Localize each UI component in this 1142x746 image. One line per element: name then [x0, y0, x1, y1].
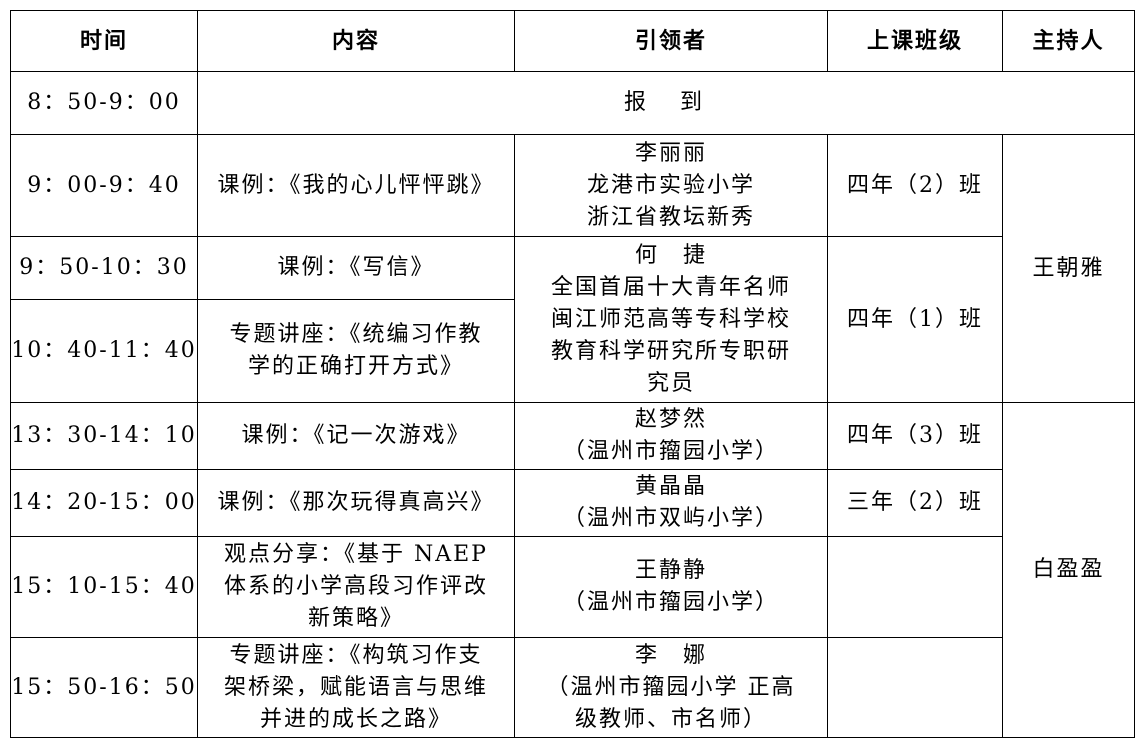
time-cell: 9：00-9：40	[11, 135, 198, 237]
leader-cell: 赵梦然 （温州市籀园小学）	[515, 403, 828, 470]
leader-cell: 黄晶晶 （温州市双屿小学）	[515, 470, 828, 537]
host-cell: 王朝雅	[1003, 135, 1135, 403]
header-host: 主持人	[1003, 11, 1135, 72]
leader-cell: 李丽丽 龙港市实验小学 浙江省教坛新秀	[515, 135, 828, 237]
header-content: 内容	[198, 11, 515, 72]
class-cell	[828, 638, 1003, 738]
content-cell: 专题讲座：《构筑习作支 架桥梁，赋能语言与思维 并进的成长之路》	[198, 638, 515, 738]
schedule-table: 时间 内容 引领者 上课班级 主持人 8：50-9：00 报 到 9：00-9：…	[10, 10, 1135, 738]
leader-cell: 李 娜 （温州市籀园小学 正高 级教师、市名师）	[515, 638, 828, 738]
class-cell	[828, 537, 1003, 638]
class-cell: 四年（2）班	[828, 135, 1003, 237]
time-cell: 13：30-14：10	[11, 403, 198, 470]
time-cell: 8：50-9：00	[11, 72, 198, 135]
content-cell: 专题讲座：《统编习作教 学的正确打开方式》	[198, 300, 515, 403]
class-cell: 四年（3）班	[828, 403, 1003, 470]
content-cell: 课例：《记一次游戏》	[198, 403, 515, 470]
time-cell: 10：40-11：40	[11, 300, 198, 403]
leader-cell: 何 捷 全国首届十大青年名师 闽江师范高等专科学校 教育科学研究所专职研 究员	[515, 237, 828, 403]
content-cell: 课例：《写信》	[198, 237, 515, 300]
content-cell: 课例：《我的心儿怦怦跳》	[198, 135, 515, 237]
header-time: 时间	[11, 11, 198, 72]
time-cell: 14：20-15：00	[11, 470, 198, 537]
class-cell: 三年（2）班	[828, 470, 1003, 537]
time-cell: 9：50-10：30	[11, 237, 198, 300]
time-cell: 15：10-15：40	[11, 537, 198, 638]
class-cell: 四年（1）班	[828, 237, 1003, 403]
content-cell: 课例：《那次玩得真高兴》	[198, 470, 515, 537]
leader-cell: 王静静 （温州市籀园小学）	[515, 537, 828, 638]
time-cell: 15：50-16：50	[11, 638, 198, 738]
registration-cell: 报 到	[198, 72, 1135, 135]
host-cell: 白盈盈	[1003, 403, 1135, 738]
header-leader: 引领者	[515, 11, 828, 72]
header-class: 上课班级	[828, 11, 1003, 72]
content-cell: 观点分享：《基于 NAEP 体系的小学高段习作评改 新策略》	[198, 537, 515, 638]
